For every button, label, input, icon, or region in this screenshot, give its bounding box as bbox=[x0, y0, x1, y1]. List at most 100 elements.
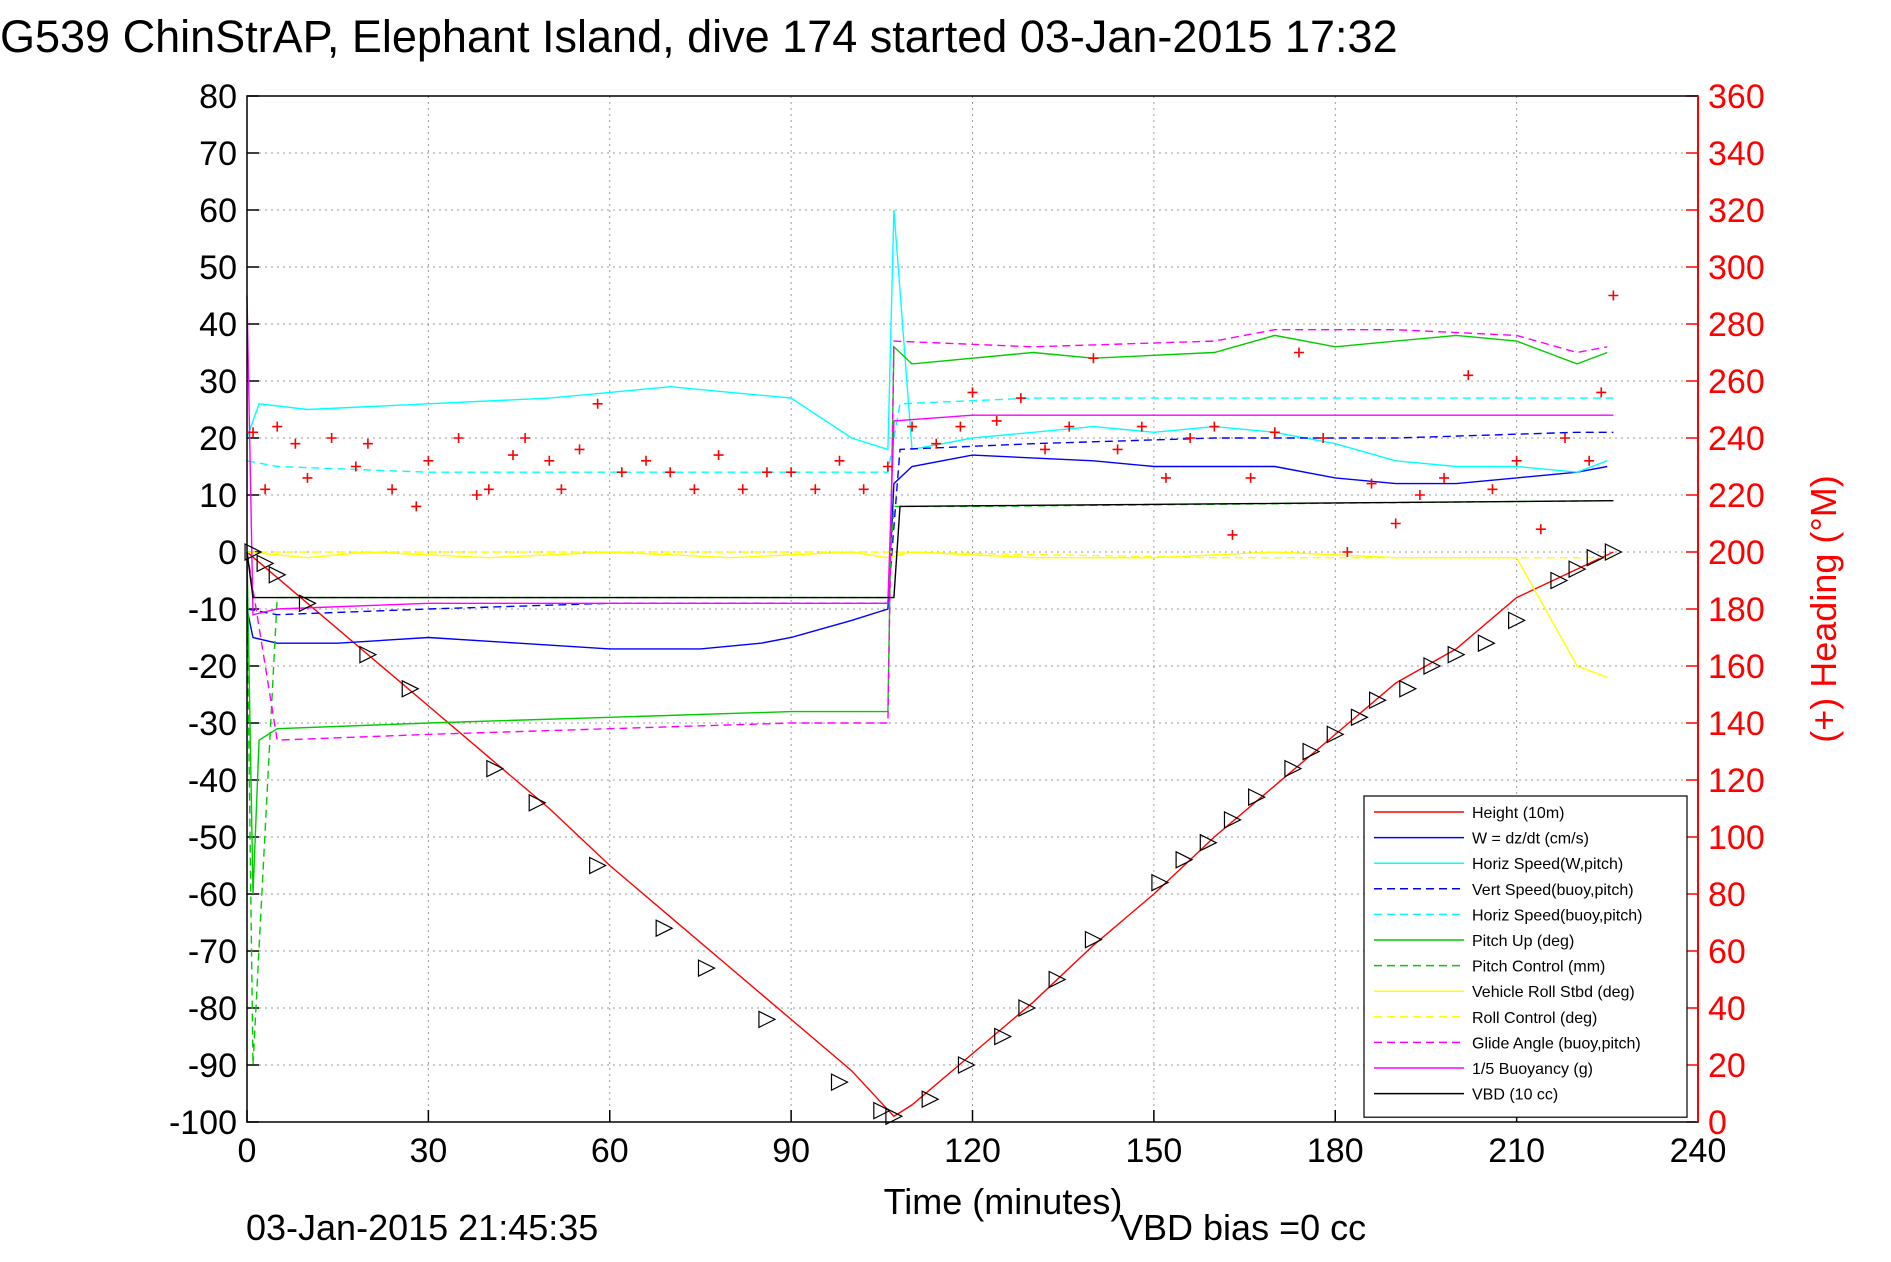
heading-point bbox=[1040, 444, 1051, 455]
height-marker bbox=[1350, 708, 1369, 727]
height-marker bbox=[401, 679, 420, 698]
right-tick-label: 360 bbox=[1708, 78, 1765, 116]
heading-point bbox=[248, 427, 259, 438]
heading-point bbox=[556, 484, 567, 495]
legend-label-1: Height (10m) bbox=[1472, 805, 1564, 822]
x-tick-label: 120 bbox=[944, 1132, 1001, 1170]
height-marker bbox=[1550, 571, 1569, 590]
height-marker bbox=[1084, 930, 1103, 949]
height-marker bbox=[1586, 548, 1605, 567]
heading-point bbox=[1088, 353, 1099, 364]
heading-point bbox=[931, 438, 942, 449]
height-marker bbox=[244, 543, 263, 561]
left-tick-label: -60 bbox=[188, 876, 237, 914]
heading-point bbox=[1227, 529, 1238, 540]
heading-point bbox=[1209, 421, 1220, 432]
x-tick-label: 210 bbox=[1488, 1132, 1545, 1170]
heading-point bbox=[350, 461, 361, 472]
height-marker bbox=[1302, 742, 1321, 761]
heading-point bbox=[1245, 472, 1256, 483]
height-marker bbox=[1368, 691, 1387, 710]
heading-point bbox=[1439, 472, 1450, 483]
heading-point bbox=[1136, 421, 1147, 432]
heading-point bbox=[1185, 433, 1196, 443]
heading-point bbox=[1390, 518, 1401, 529]
legend-label-11: 1/5 Buoyancy (g) bbox=[1472, 1061, 1593, 1078]
x-tick-label: 30 bbox=[409, 1132, 447, 1170]
heading-point bbox=[1342, 547, 1353, 557]
x-tick-label: 0 bbox=[238, 1132, 257, 1170]
series-line-3 bbox=[246, 209, 1608, 473]
left-tick-label: 50 bbox=[199, 249, 237, 287]
height-marker bbox=[1199, 833, 1218, 852]
height-marker bbox=[1248, 788, 1266, 807]
legend-label-3: Horiz Speed(W,pitch) bbox=[1472, 856, 1623, 873]
left-tick-label: 30 bbox=[199, 363, 237, 401]
right-tick-label: 160 bbox=[1708, 648, 1765, 686]
height-marker bbox=[589, 856, 607, 875]
height-marker bbox=[1018, 999, 1037, 1017]
heading-point bbox=[453, 433, 464, 443]
heading-point bbox=[810, 484, 821, 495]
heading-point bbox=[641, 455, 652, 466]
right-tick-label: 60 bbox=[1708, 933, 1746, 971]
series-lines bbox=[246, 209, 1614, 1118]
left-tick-label: -10 bbox=[188, 591, 237, 629]
series-line-1 bbox=[246, 551, 1614, 1118]
heading-point bbox=[1112, 444, 1123, 455]
heading-point bbox=[967, 387, 978, 398]
heading-point bbox=[882, 461, 893, 472]
height-marker bbox=[1326, 725, 1345, 744]
right-tick-label: 140 bbox=[1708, 705, 1765, 743]
legend-box bbox=[1363, 795, 1688, 1118]
legend: Height (10m) W = dz/dt (cm/s) Horiz Speed(… bbox=[1363, 795, 1688, 1118]
left-tick-label: 20 bbox=[199, 420, 237, 458]
heading-point bbox=[362, 438, 373, 449]
heading-point bbox=[471, 490, 482, 500]
height-marker bbox=[1423, 657, 1442, 675]
series-line-12 bbox=[246, 500, 1614, 599]
right-tick-label: 240 bbox=[1708, 420, 1765, 458]
left-tick-label: 70 bbox=[199, 135, 237, 173]
x-tick-label: 180 bbox=[1307, 1132, 1364, 1170]
left-axis: 80 70 60 50 40 30 20 10 0 -10 -20 -30 -40 -50 -60 -70 -8… bbox=[169, 78, 259, 1142]
height-marker bbox=[1223, 810, 1242, 829]
legend-label-10: Glide Angle (buoy,pitch) bbox=[1472, 1035, 1641, 1052]
x-axis: 0 30 60 90 120 150 180 210 240 bbox=[238, 1110, 1726, 1170]
heading-points bbox=[248, 290, 1619, 557]
footer-timestamp: 03-Jan-2015 21:45:35 bbox=[246, 1207, 598, 1248]
height-marker bbox=[1568, 560, 1587, 579]
heading-point bbox=[858, 484, 869, 495]
legend-label-5: Horiz Speed(buoy,pitch) bbox=[1472, 907, 1642, 924]
height-marker bbox=[268, 565, 287, 584]
heading-point bbox=[508, 450, 519, 461]
heading-point bbox=[907, 421, 918, 432]
series-line-10 bbox=[246, 329, 1608, 741]
height-marker bbox=[1447, 645, 1466, 664]
height-marker bbox=[359, 645, 378, 664]
heading-point bbox=[302, 472, 313, 483]
right-tick-label: 320 bbox=[1708, 192, 1765, 230]
right-tick-label: 40 bbox=[1708, 990, 1746, 1028]
x-tick-label: 150 bbox=[1126, 1132, 1183, 1170]
height-marker bbox=[1604, 543, 1623, 561]
legend-label-9: Roll Control (deg) bbox=[1472, 1010, 1597, 1027]
right-axis: 3603403203002802602402202001801601401201… bbox=[1686, 78, 1765, 1142]
footer-vbd-bias: VBD bias =0 cc bbox=[1119, 1207, 1366, 1248]
heading-point bbox=[326, 433, 337, 443]
height-marker bbox=[758, 1010, 777, 1029]
right-tick-label: 180 bbox=[1708, 591, 1765, 629]
height-marker bbox=[1151, 873, 1170, 892]
heading-point bbox=[689, 484, 700, 495]
height-markers bbox=[244, 543, 1623, 1126]
heading-point bbox=[1064, 421, 1075, 432]
left-tick-label: -70 bbox=[188, 933, 237, 971]
left-tick-label: -20 bbox=[188, 648, 237, 686]
heading-point bbox=[1414, 490, 1425, 500]
left-tick-label: -40 bbox=[188, 762, 237, 800]
left-tick-label: 80 bbox=[199, 78, 237, 116]
heading-point bbox=[1559, 433, 1570, 443]
right-tick-label: 260 bbox=[1708, 363, 1765, 401]
heading-point bbox=[1015, 393, 1026, 404]
height-marker bbox=[1284, 759, 1303, 778]
